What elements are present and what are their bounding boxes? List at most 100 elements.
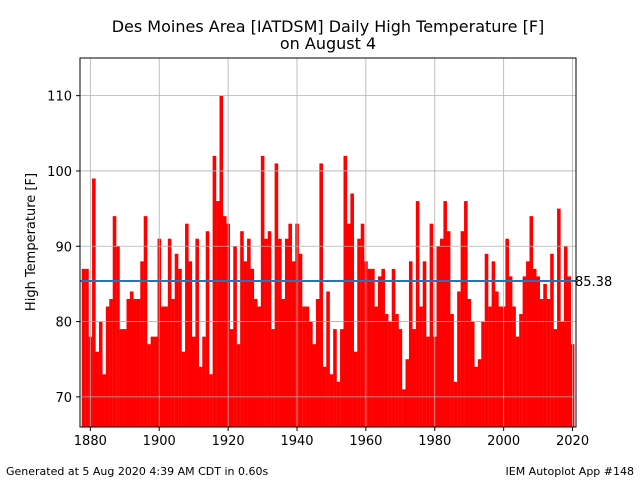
- bar: [557, 208, 561, 427]
- y-tick-label: 100: [47, 165, 72, 180]
- bar: [498, 306, 503, 427]
- bar: [264, 238, 268, 427]
- bar: [164, 306, 168, 427]
- bar: [298, 253, 303, 427]
- bar: [326, 291, 330, 427]
- bar: [116, 246, 120, 427]
- bar: [453, 381, 458, 427]
- bar: [539, 298, 544, 427]
- bar: [167, 238, 172, 427]
- bar: [209, 374, 213, 427]
- bar: [274, 163, 279, 427]
- bar: [374, 306, 379, 427]
- bar: [233, 246, 237, 427]
- y-tick-label: 80: [55, 316, 72, 331]
- y-tick-label: 110: [47, 90, 72, 105]
- plot-frame: [79, 57, 577, 428]
- bar: [446, 231, 451, 427]
- bar: [371, 268, 375, 427]
- bar: [98, 321, 103, 427]
- x-tick-label: 1920: [212, 434, 245, 449]
- bar: [81, 268, 86, 427]
- bar: [105, 306, 110, 427]
- bar: [467, 298, 472, 427]
- bar: [333, 329, 337, 427]
- bar: [505, 238, 509, 427]
- bar: [133, 298, 137, 427]
- bar: [195, 238, 199, 427]
- bar: [154, 336, 158, 427]
- bar: [426, 336, 430, 427]
- chart-title-line1: Des Moines Area [IATDSM] Daily High Temp…: [112, 17, 545, 36]
- bar: [260, 155, 265, 428]
- bar: [191, 336, 196, 427]
- bar: [532, 268, 537, 427]
- bar: [419, 306, 423, 427]
- bar: [384, 314, 389, 427]
- footer-app-label: IEM Autoplot App #148: [505, 465, 635, 478]
- bar: [92, 178, 96, 427]
- bar: [178, 268, 182, 427]
- bar: [247, 238, 251, 427]
- bar: [491, 261, 496, 427]
- bar: [422, 261, 427, 427]
- bar: [346, 223, 351, 427]
- y-tick-label: 70: [55, 391, 72, 406]
- bar: [522, 276, 527, 427]
- bar: [367, 268, 372, 427]
- bar: [512, 306, 516, 427]
- bar: [160, 306, 165, 427]
- bar: [119, 329, 124, 427]
- bar: [357, 238, 361, 427]
- bar: [360, 223, 365, 427]
- chart-title-line2: on August 4: [280, 34, 376, 53]
- bar: [136, 298, 141, 427]
- bar: [536, 276, 540, 427]
- bar: [457, 291, 461, 427]
- y-tick-label: 90: [55, 240, 72, 255]
- bar: [395, 314, 399, 427]
- bar: [219, 95, 224, 427]
- bar: [436, 246, 441, 427]
- bar: [284, 238, 289, 427]
- bar: [147, 344, 151, 427]
- bar: [267, 231, 272, 427]
- bar: [477, 359, 482, 427]
- bar: [305, 306, 310, 427]
- bar: [553, 329, 558, 427]
- bar: [353, 351, 358, 427]
- bar: [488, 306, 492, 427]
- bar: [402, 389, 406, 427]
- y-axis-label: High Temperature [F]: [24, 173, 39, 311]
- bar: [291, 261, 296, 427]
- bar: [309, 321, 313, 427]
- bar: [315, 298, 320, 427]
- bar: [319, 163, 323, 427]
- bar: [398, 329, 403, 427]
- bar: [405, 359, 410, 427]
- bar: [470, 321, 475, 427]
- bar: [181, 351, 186, 427]
- x-tick-label: 1900: [143, 434, 176, 449]
- bar: [250, 268, 255, 427]
- bar: [150, 336, 155, 427]
- bar: [439, 238, 444, 427]
- bar: [412, 329, 416, 427]
- bar: [202, 336, 206, 427]
- bar: [563, 246, 568, 427]
- bar: [140, 261, 144, 427]
- bar: [519, 314, 523, 427]
- bar: [188, 261, 193, 427]
- x-tick-label: 1940: [280, 434, 313, 449]
- bar: [212, 155, 217, 428]
- bar: [450, 314, 454, 427]
- bar: [253, 298, 258, 427]
- footer-generated-text: Generated at 5 Aug 2020 4:39 AM CDT in 0…: [6, 465, 269, 478]
- bar: [236, 344, 241, 427]
- x-tick-label: 1960: [349, 434, 382, 449]
- bar: [391, 268, 396, 427]
- bar: [388, 321, 392, 427]
- average-label: 85.38: [575, 275, 612, 290]
- x-tick-label: 2020: [556, 434, 589, 449]
